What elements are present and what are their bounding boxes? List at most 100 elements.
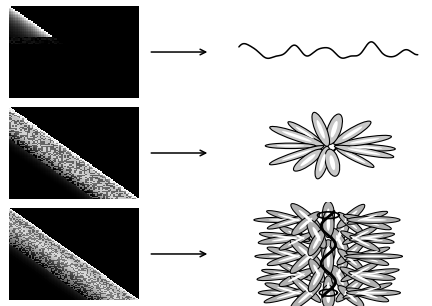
Ellipse shape	[288, 122, 322, 144]
Ellipse shape	[325, 149, 340, 176]
Ellipse shape	[323, 211, 334, 237]
Ellipse shape	[269, 256, 297, 257]
Ellipse shape	[288, 273, 305, 282]
Ellipse shape	[299, 246, 313, 259]
Ellipse shape	[345, 269, 399, 278]
Ellipse shape	[278, 262, 315, 281]
Ellipse shape	[343, 283, 392, 298]
Ellipse shape	[299, 218, 312, 230]
Ellipse shape	[331, 121, 338, 138]
Ellipse shape	[288, 231, 305, 240]
Ellipse shape	[361, 237, 383, 241]
Ellipse shape	[276, 145, 304, 147]
Ellipse shape	[357, 292, 378, 298]
Ellipse shape	[348, 148, 380, 155]
Ellipse shape	[344, 247, 358, 259]
Ellipse shape	[336, 272, 344, 285]
Ellipse shape	[298, 253, 313, 267]
Ellipse shape	[287, 267, 305, 276]
Ellipse shape	[308, 266, 325, 292]
Ellipse shape	[342, 126, 362, 139]
Ellipse shape	[356, 251, 378, 258]
Ellipse shape	[313, 272, 320, 285]
Ellipse shape	[331, 266, 349, 292]
Ellipse shape	[278, 255, 300, 262]
Ellipse shape	[359, 256, 388, 257]
Ellipse shape	[327, 208, 330, 223]
Ellipse shape	[351, 236, 370, 246]
Ellipse shape	[280, 226, 313, 244]
Ellipse shape	[267, 215, 311, 229]
Ellipse shape	[327, 282, 330, 295]
Ellipse shape	[317, 120, 325, 139]
Ellipse shape	[343, 226, 378, 244]
Ellipse shape	[290, 247, 321, 273]
Ellipse shape	[265, 283, 313, 298]
Ellipse shape	[323, 276, 334, 301]
Ellipse shape	[299, 282, 313, 296]
Ellipse shape	[327, 291, 330, 303]
Ellipse shape	[298, 290, 313, 303]
Ellipse shape	[350, 272, 370, 283]
Ellipse shape	[332, 258, 348, 283]
Ellipse shape	[346, 288, 389, 302]
Ellipse shape	[257, 271, 312, 281]
Ellipse shape	[271, 292, 295, 294]
Ellipse shape	[344, 283, 358, 295]
Ellipse shape	[295, 127, 314, 139]
Ellipse shape	[312, 227, 321, 241]
Ellipse shape	[361, 235, 383, 239]
Ellipse shape	[357, 255, 378, 262]
Ellipse shape	[278, 251, 300, 258]
Ellipse shape	[345, 152, 365, 163]
Ellipse shape	[262, 269, 308, 278]
Ellipse shape	[340, 267, 381, 288]
Ellipse shape	[322, 240, 335, 264]
Ellipse shape	[346, 290, 400, 296]
Ellipse shape	[336, 227, 344, 241]
Ellipse shape	[337, 204, 365, 228]
Ellipse shape	[355, 287, 380, 294]
Ellipse shape	[334, 145, 394, 158]
Ellipse shape	[290, 239, 321, 266]
Ellipse shape	[345, 218, 357, 229]
Ellipse shape	[267, 251, 311, 266]
Ellipse shape	[351, 267, 370, 277]
Ellipse shape	[267, 211, 312, 225]
Ellipse shape	[349, 271, 395, 280]
Ellipse shape	[322, 285, 335, 306]
Ellipse shape	[313, 236, 321, 249]
Ellipse shape	[293, 149, 322, 171]
Ellipse shape	[341, 231, 380, 252]
Ellipse shape	[331, 228, 349, 256]
Ellipse shape	[337, 148, 374, 167]
Ellipse shape	[327, 218, 330, 231]
Ellipse shape	[271, 274, 299, 278]
Ellipse shape	[315, 146, 330, 179]
Ellipse shape	[291, 203, 321, 229]
Ellipse shape	[255, 254, 311, 259]
Ellipse shape	[277, 287, 301, 294]
Ellipse shape	[312, 112, 330, 146]
Ellipse shape	[270, 126, 324, 147]
Ellipse shape	[290, 276, 321, 302]
Ellipse shape	[307, 220, 326, 248]
Ellipse shape	[326, 246, 330, 258]
Ellipse shape	[338, 212, 364, 235]
Ellipse shape	[337, 135, 391, 146]
Ellipse shape	[270, 146, 324, 165]
Ellipse shape	[350, 146, 382, 149]
Ellipse shape	[300, 154, 315, 166]
Ellipse shape	[347, 216, 400, 223]
Ellipse shape	[282, 131, 312, 142]
Ellipse shape	[336, 276, 366, 302]
Ellipse shape	[269, 219, 298, 221]
Ellipse shape	[346, 252, 389, 265]
Ellipse shape	[350, 235, 394, 243]
Ellipse shape	[360, 274, 384, 278]
Ellipse shape	[323, 247, 334, 274]
Ellipse shape	[330, 220, 349, 248]
Ellipse shape	[273, 272, 296, 275]
Ellipse shape	[338, 249, 364, 271]
Ellipse shape	[258, 234, 311, 244]
